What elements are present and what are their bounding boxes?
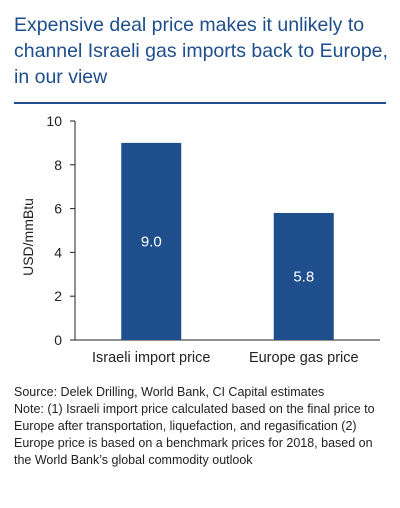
chart-title: Expensive deal price makes it unlikely t… [14,14,388,88]
y-tick-label: 2 [54,288,62,304]
chart-notes: Source: Delek Drilling, World Bank, CI C… [14,384,390,469]
plot-area: 0 2 4 6 8 10 9.0 Israeli import price 5.8 Europe … [46,113,380,366]
x-tick-label: Europe gas price [249,350,359,366]
bar [121,142,182,340]
title-divider [14,102,386,104]
y-tick-label: 10 [46,113,62,129]
y-tick-label: 0 [54,332,62,348]
y-axis-label: USD/mmBtu [20,198,36,276]
y-tick-label: 6 [54,201,62,217]
bar-data-label: 5.8 [293,268,314,285]
methodology-note: Note: (1) Israeli import price calculate… [14,402,375,467]
source-note: Source: Delek Drilling, World Bank, CI C… [14,385,325,399]
bar-data-label: 9.0 [141,233,162,250]
y-tick-label: 4 [54,244,62,260]
bar-chart: 0 2 4 6 8 10 9.0 Israeli import price 5.8 Europe … [20,113,380,366]
bar [273,212,334,340]
x-tick-label: Israeli import price [92,350,210,366]
y-tick-label: 8 [54,157,62,173]
